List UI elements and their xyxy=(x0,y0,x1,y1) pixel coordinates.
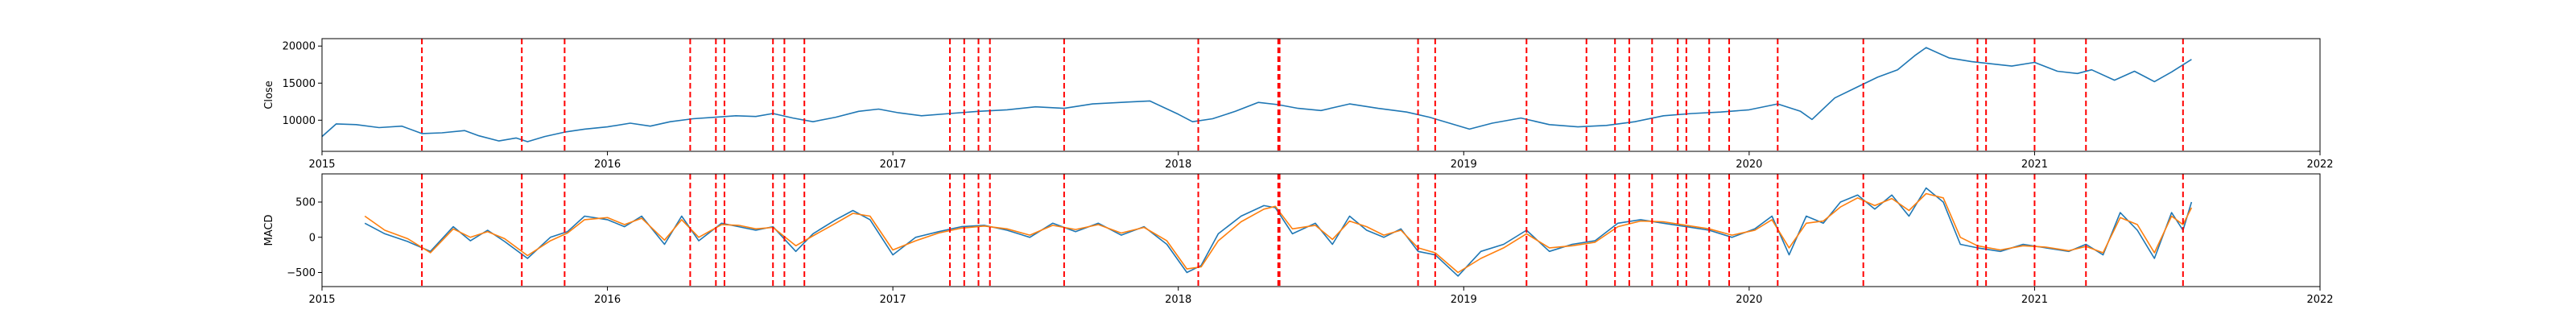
close-x-tick-label-4: 2019 xyxy=(1451,159,1477,171)
close-x-tick-label-1: 2016 xyxy=(594,159,621,171)
macd-x-tick-label-6: 2021 xyxy=(2021,294,2048,306)
macd-x-tick-label-0: 2015 xyxy=(308,294,335,306)
close-x-tick-label-5: 2020 xyxy=(1736,159,1762,171)
close-marks xyxy=(321,39,2192,151)
macd-y-ticks: −500 0 500 xyxy=(287,197,322,279)
macd-x-tick-label-2: 2017 xyxy=(880,294,906,306)
macd-y-tick-label-0: −500 xyxy=(287,267,316,279)
close-y-tick-label-2: 20000 xyxy=(283,41,316,53)
macd-axes-frame xyxy=(321,173,2321,287)
close-y-tick-label-0: 10000 xyxy=(283,115,316,127)
macd-marks xyxy=(364,174,2193,287)
close-y-axis-label: Close xyxy=(263,80,275,109)
macd-x-tick-label-1: 2016 xyxy=(594,294,621,306)
close-x-tick-label-0: 2015 xyxy=(308,159,335,171)
close-x-ticks: 2015 2016 2017 2018 2019 2020 2021 2022 xyxy=(308,151,2334,171)
macd-x-tick-label-3: 2018 xyxy=(1165,294,1191,306)
close-x-tick-label-6: 2021 xyxy=(2021,159,2048,171)
close-panel: 2015 2016 2017 2018 2019 2020 2021 2022 10000 15… xyxy=(263,38,2334,171)
macd-x-tick-label-5: 2020 xyxy=(1736,294,1762,306)
macd-y-axis-label: MACD xyxy=(263,215,275,246)
macd-panel: 2015 2016 2017 2018 2019 2020 2021 2022 −500 0 50… xyxy=(263,173,2334,306)
close-y-tick-label-1: 15000 xyxy=(283,78,316,90)
close-x-tick-label-7: 2022 xyxy=(2306,159,2333,171)
macd-x-tick-label-7: 2022 xyxy=(2306,294,2333,306)
close-axes-frame xyxy=(321,38,2321,152)
macd-x-ticks: 2015 2016 2017 2018 2019 2020 2021 2022 xyxy=(308,287,2334,306)
macd-x-tick-label-4: 2019 xyxy=(1451,294,1477,306)
close-series-line-0 xyxy=(321,47,2192,142)
close-x-tick-label-3: 2018 xyxy=(1165,159,1191,171)
close-y-ticks: 10000 15000 20000 xyxy=(283,41,322,127)
close-x-tick-label-2: 2017 xyxy=(880,159,906,171)
macd-series-line-1 xyxy=(364,192,2193,274)
macd-y-tick-label-2: 500 xyxy=(295,197,316,209)
macd-y-tick-label-1: 0 xyxy=(309,232,316,244)
